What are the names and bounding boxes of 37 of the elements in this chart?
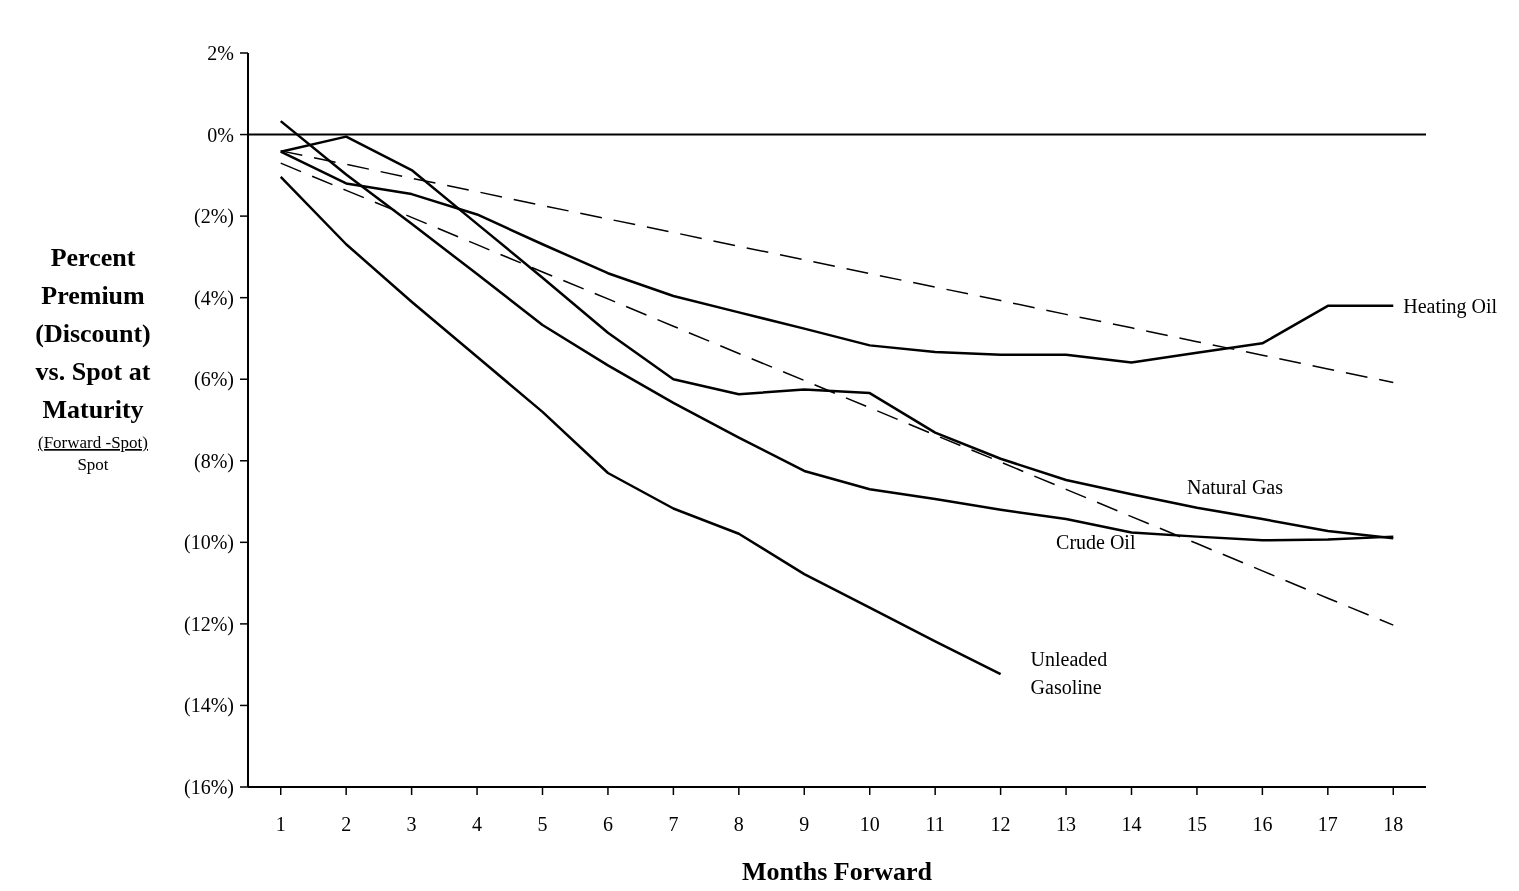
- series-label: Unleaded Gasoline: [1030, 648, 1108, 699]
- x-tick-label: 1: [275, 813, 286, 835]
- y-tick-label: (6%): [194, 368, 234, 392]
- line-series: [279, 175, 1002, 676]
- x-tick-label: 5: [537, 813, 548, 835]
- y-axis-title: Percent Premium (Discount) vs. Spot at Maturity: [35, 243, 151, 424]
- x-tick-label: 2: [341, 813, 352, 835]
- y-tick-label: (4%): [194, 286, 234, 310]
- series-label: Crude Oil: [1056, 531, 1136, 554]
- series-label: Heating Oil: [1403, 294, 1498, 318]
- x-tick-label: 12: [990, 813, 1011, 835]
- y-tick-label: 0%: [207, 123, 234, 146]
- y-tick-label: (12%): [184, 612, 234, 636]
- y-tick-label: (14%): [184, 694, 234, 718]
- x-tick-label: 8: [733, 813, 744, 835]
- x-tick-label: 7: [668, 813, 679, 835]
- x-tick-label: 17: [1317, 813, 1338, 835]
- x-tick-label: 3: [406, 813, 417, 835]
- x-tick-label: 14: [1121, 813, 1142, 835]
- x-tick-label: 6: [602, 813, 613, 835]
- y-tick-label: (8%): [194, 449, 234, 473]
- text: (Forward -Spot): [37, 433, 149, 452]
- x-tick-label: 18: [1383, 813, 1404, 835]
- x-axis-title: Months Forward: [742, 857, 933, 886]
- x-tick-label: 15: [1186, 813, 1207, 835]
- x-tick-label: 4: [472, 813, 483, 835]
- x-tick-label: 11: [925, 813, 945, 835]
- y-tick-label: (2%): [194, 205, 234, 229]
- y-tick-label: 2%: [207, 42, 234, 64]
- x-tick-label: 9: [799, 813, 810, 835]
- x-tick-label: 10: [859, 813, 880, 835]
- series-label: Natural Gas: [1186, 475, 1284, 498]
- x-tick-label: 16: [1252, 813, 1273, 835]
- x-tick-label: 13: [1056, 813, 1077, 835]
- y-tick-label: (10%): [184, 531, 234, 555]
- text: Spot: [77, 455, 109, 474]
- y-tick-label: (16%): [184, 776, 234, 799]
